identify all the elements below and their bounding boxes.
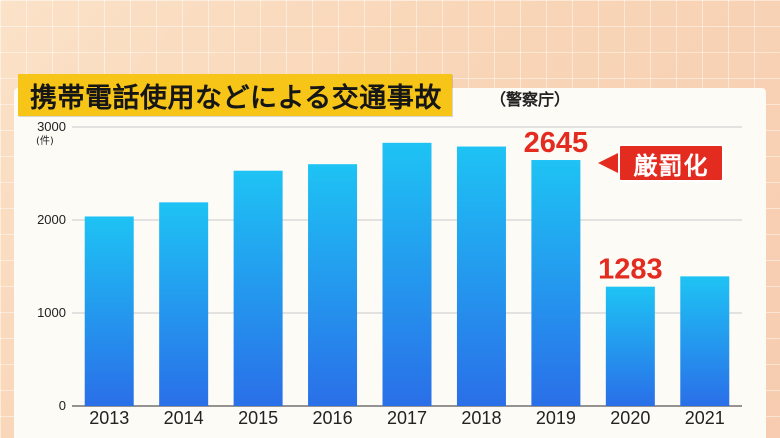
title-banner: 携帯電話使用などによる交通事故 bbox=[18, 74, 452, 116]
data-label-2019: 2645 bbox=[524, 127, 589, 159]
y-unit-label: (件) bbox=[36, 135, 54, 147]
bar-2020 bbox=[605, 286, 655, 406]
y-tick-label: 3000 bbox=[37, 119, 66, 134]
bar-2013 bbox=[84, 216, 134, 406]
badge-pointer bbox=[598, 152, 620, 174]
x-tick-label: 2021 bbox=[685, 408, 725, 428]
x-tick-label: 2018 bbox=[461, 408, 501, 428]
x-tick-label: 2015 bbox=[238, 408, 278, 428]
bar-2017 bbox=[382, 142, 432, 406]
x-tick-label: 2013 bbox=[89, 408, 129, 428]
bar-2019 bbox=[531, 160, 581, 406]
source-label: （警察庁） bbox=[490, 90, 571, 109]
x-tick-label: 2014 bbox=[164, 408, 204, 428]
x-tick-label: 2017 bbox=[387, 408, 427, 428]
bar-2018 bbox=[456, 146, 506, 406]
x-tick-label: 2019 bbox=[536, 408, 576, 428]
bar-2015 bbox=[233, 170, 283, 406]
chart-title: 携帯電話使用などによる交通事故 bbox=[30, 82, 442, 114]
y-tick-label: 0 bbox=[59, 398, 66, 413]
y-tick-label: 1000 bbox=[37, 305, 66, 320]
bar-2021 bbox=[680, 276, 730, 406]
data-label-2020: 1283 bbox=[598, 254, 663, 286]
bar-2014 bbox=[159, 202, 209, 406]
x-tick-label: 2020 bbox=[610, 408, 650, 428]
penalty-badge: 厳罰化 bbox=[618, 144, 724, 182]
bar-2016 bbox=[308, 164, 358, 406]
x-tick-label: 2016 bbox=[313, 408, 353, 428]
penalty-badge-label: 厳罰化 bbox=[633, 151, 709, 180]
y-tick-label: 2000 bbox=[37, 212, 66, 227]
